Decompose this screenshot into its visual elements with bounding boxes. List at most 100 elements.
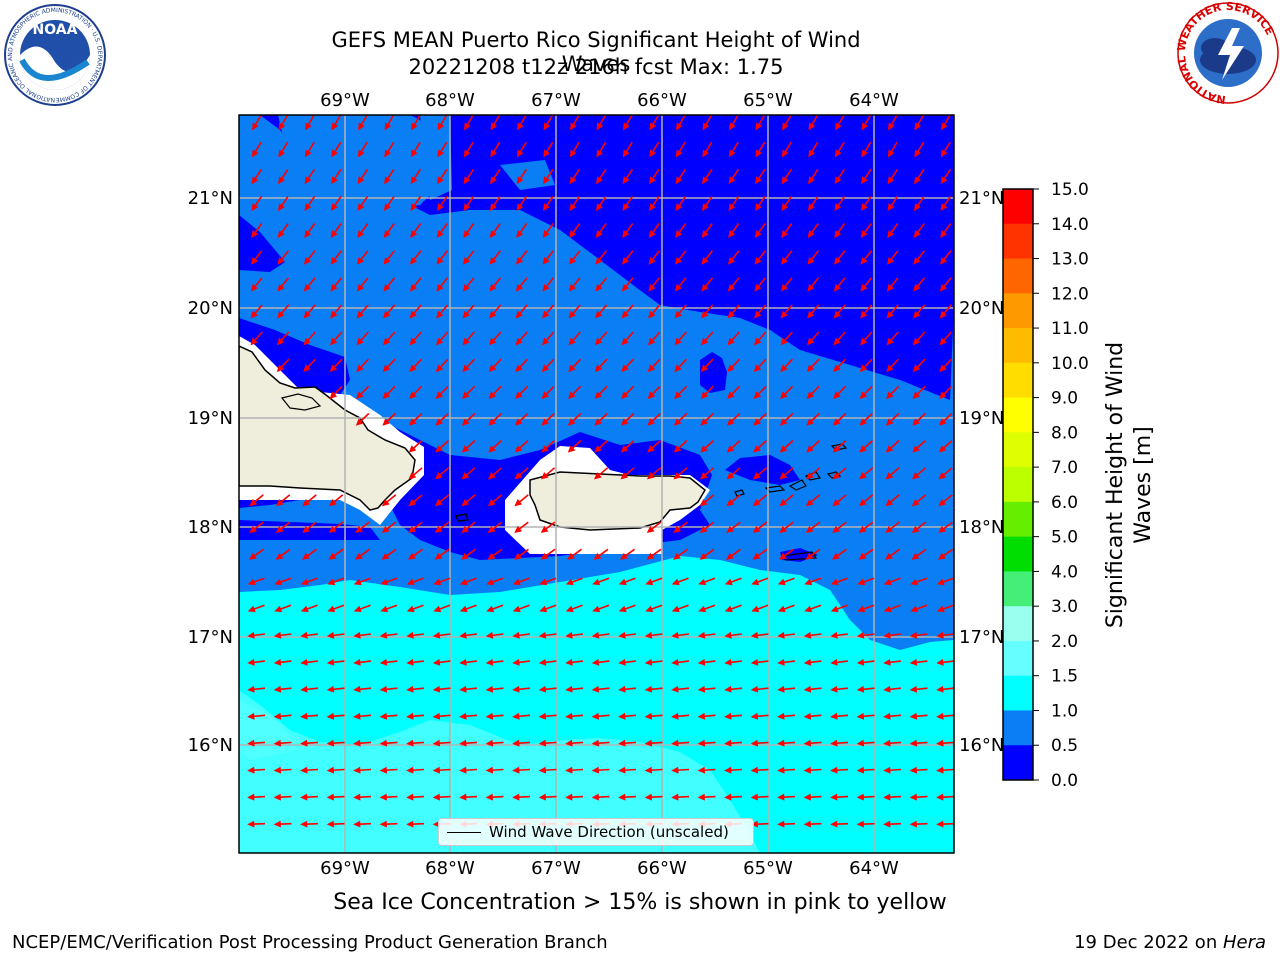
wind-arrow-head [353, 766, 361, 774]
wind-arrow-head [807, 230, 815, 239]
wind-arrow-head [909, 766, 918, 774]
wind-arrow-head [671, 793, 679, 801]
wind-arrow-head [751, 605, 760, 613]
wind-arrow-head [913, 203, 921, 212]
colorbar-tick-label: 7.0 [1051, 458, 1078, 478]
wind-arrow-head [622, 230, 630, 239]
sea-ice-caption: Sea Ice Concentration > 15% is shown in … [333, 890, 947, 915]
wind-arrow-head [408, 499, 417, 507]
wind-arrow-head [250, 310, 258, 319]
wind-arrow-head [938, 472, 947, 480]
wind-arrow-head [676, 122, 683, 131]
wind-arrow-head [382, 391, 391, 400]
wind-arrow-head [649, 176, 656, 185]
wind-arrow-head [804, 578, 813, 586]
lon-ticks-top: 69°W 68°W 67°W 66°W 65°W 64°W [320, 90, 899, 111]
wind-arrow-head [569, 230, 577, 239]
wind-arrow-head [622, 203, 630, 212]
wind-arrow-head [885, 418, 894, 426]
wind-arrow-head [620, 472, 629, 480]
wind-arrow-head [594, 445, 602, 453]
wind-arrow-head [273, 658, 282, 666]
wind-arrow-head [860, 230, 868, 239]
wind-arrow-head [490, 122, 498, 131]
wind-arrow-head [803, 631, 812, 639]
wind-arrow-head [512, 766, 520, 774]
wind-arrow-head [330, 283, 338, 292]
wind-arrow-head [700, 445, 708, 453]
wind-arrow-head [885, 525, 894, 534]
wind-arrow-head [755, 176, 762, 185]
wind-arrow-head [646, 552, 655, 560]
wind-arrow-head [885, 499, 894, 507]
wind-arrow-head [462, 364, 470, 373]
wind-arrow-head [461, 472, 470, 480]
wind-arrow-head [832, 445, 841, 453]
wind-arrow-head [541, 391, 550, 400]
wind-arrow-head [353, 739, 361, 747]
wind-arrow-head [673, 525, 682, 534]
wind-arrow-head [512, 658, 520, 666]
wind-arrow-head [487, 499, 496, 507]
wind-arrow-head [247, 578, 256, 586]
wind-arrow-head [565, 631, 573, 639]
colorbar-tick-label: 3.0 [1051, 597, 1078, 617]
wind-arrow-head [541, 472, 549, 480]
wind-arrow-head [856, 685, 865, 693]
wind-arrow-head [807, 337, 815, 346]
wind-arrow-head [807, 310, 815, 319]
wind-arrow-head [807, 203, 815, 212]
wind-arrow-head [300, 578, 309, 586]
wind-arrow-head [914, 122, 922, 131]
wind-arrow-head [247, 658, 255, 666]
wind-arrow-head [250, 337, 258, 346]
wind-arrow-head [326, 712, 335, 720]
wind-arrow-head [833, 283, 842, 292]
wind-arrow-head [805, 552, 814, 560]
wind-arrow-head [565, 685, 573, 693]
colorbar-tick-label: 11.0 [1051, 319, 1089, 339]
wind-arrow-head [568, 391, 576, 400]
legend-line-sample [447, 832, 481, 833]
wind-arrow-head [621, 391, 629, 400]
wind-arrow-head [835, 122, 842, 131]
chart-title: GEFS MEAN Puerto Rico Significant Height… [331, 28, 861, 76]
wind-arrow-head [300, 793, 308, 801]
wind-arrow-head [381, 525, 390, 534]
wind-arrow-head [354, 552, 363, 560]
wind-arrow-head [912, 445, 920, 453]
wind-arrow-head [860, 310, 868, 319]
wind-arrow-head [803, 685, 812, 693]
colorbar-segment [1003, 189, 1033, 225]
wind-arrow-head [913, 310, 921, 319]
wind-arrow-head [887, 230, 895, 239]
wind-arrow-head [939, 310, 947, 319]
wind-arrow-head [830, 766, 838, 774]
colorbar-segment [1003, 293, 1033, 329]
wind-arrow-head [408, 445, 417, 453]
wind-arrow-head [781, 203, 789, 212]
chart-subtitle: 20221208 t12z 216h fcst Max: 1.75 [408, 55, 784, 79]
map-legend: Wind Wave Direction (unscaled) [438, 818, 754, 846]
wind-arrow-head [436, 337, 444, 346]
wind-arrow-head [249, 525, 258, 534]
wind-arrow-head [464, 122, 471, 131]
wind-arrow-head [780, 364, 788, 373]
wind-arrow-head [514, 418, 523, 426]
wind-arrow-head [912, 472, 920, 480]
wind-arrow-head [305, 122, 312, 131]
colorbar-segment [1003, 397, 1033, 433]
wind-arrow-head [753, 391, 762, 400]
lat-tick-left: 17°N [188, 627, 233, 648]
wind-arrow-head [885, 445, 894, 453]
colorbar-segment [1003, 710, 1033, 746]
wind-arrow-head [356, 364, 364, 373]
lon-tick-top: 67°W [531, 90, 581, 111]
wind-arrow-head [328, 525, 337, 534]
wind-arrow-head [488, 418, 496, 426]
wind-arrow-head [303, 283, 312, 292]
wind-arrow-head [275, 499, 284, 507]
colorbar: 15.0 14.0 13.0 12.0 11.0 10.0 9.0 8.0 7.0 6.0 5.0 4… [1002, 180, 1089, 791]
wind-arrow-head [384, 149, 391, 158]
wind-arrow-head [326, 793, 334, 801]
